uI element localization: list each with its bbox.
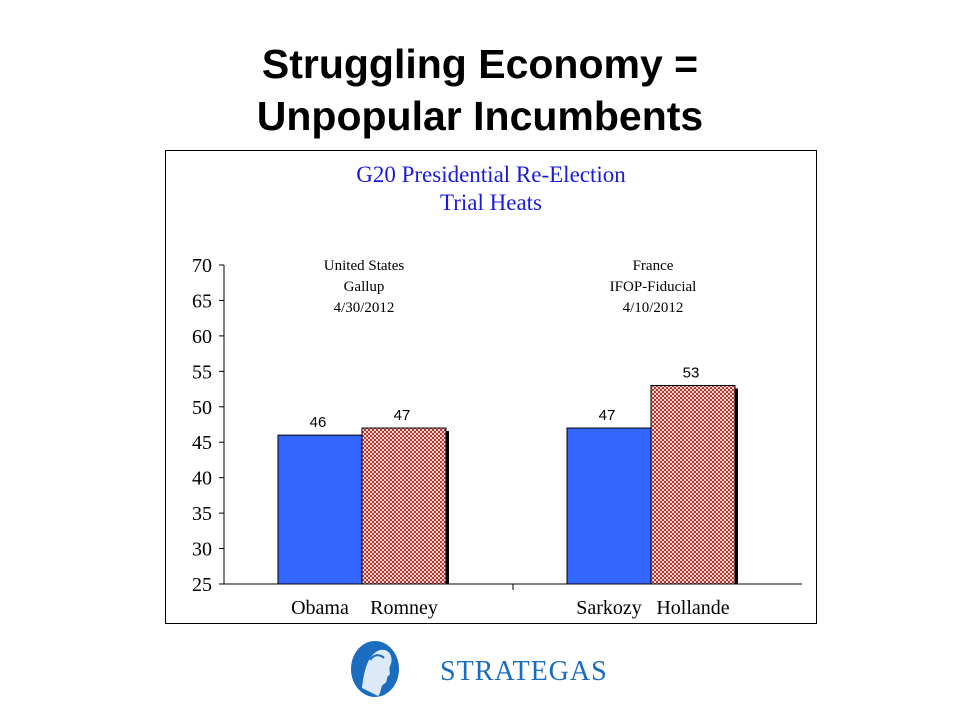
x-category-label: Hollande: [656, 597, 729, 619]
bar-romney: [361, 427, 447, 585]
chart-title-line-2: Trial Heats: [440, 190, 542, 215]
brand-name: STRATEGAS: [440, 656, 608, 687]
bar-hollande: [650, 385, 736, 585]
x-category-label: Romney: [370, 597, 438, 619]
slide-title-line-2: Unpopular Incumbents: [256, 93, 704, 139]
footer-logo: STRATEGAS: [350, 640, 610, 709]
group-annotation-line: United States: [324, 258, 405, 274]
group-annotation-line: 4/10/2012: [623, 300, 684, 316]
bar-value-label: 47: [394, 407, 411, 424]
y-tick-label: 55: [192, 361, 212, 383]
bar-obama: [277, 434, 363, 585]
y-tick-label: 45: [192, 432, 212, 454]
chart-title-line-1: G20 Presidential Re-Election: [356, 162, 626, 187]
slide-title-line-1: Struggling Economy =: [261, 41, 699, 87]
group-annotation-line: IFOP-Fiducial: [610, 279, 697, 295]
y-tick-label: 65: [192, 290, 212, 312]
group-annotation-line: Gallup: [344, 279, 385, 295]
bar-value-label: 46: [310, 414, 327, 431]
bar-sarkozy: [566, 427, 652, 585]
y-tick-label: 35: [192, 503, 212, 525]
y-tick-label: 70: [192, 255, 212, 277]
bar-value-label: 47: [599, 407, 616, 424]
y-tick-label: 60: [192, 326, 212, 348]
slide-title: Struggling Economy = Unpopular Incumbent…: [0, 38, 960, 142]
profile-head-emblem-icon: [351, 641, 399, 697]
y-tick-label: 25: [192, 574, 212, 596]
bar-chart: G20 Presidential Re-Election Trial Heats…: [192, 162, 802, 619]
chart-plot-area: 25 30 35 40 45 50 55 60 65 70 United States Gallup 4…: [192, 255, 802, 619]
y-tick-label: 50: [192, 397, 212, 419]
bar-value-label: 53: [683, 365, 700, 382]
x-category-label: Obama: [291, 597, 349, 619]
x-category-label: Sarkozy: [576, 597, 642, 619]
group-annotation-line: France: [633, 258, 674, 274]
y-tick-label: 40: [192, 468, 212, 490]
y-tick-label: 30: [192, 539, 212, 561]
chart-frame: G20 Presidential Re-Election Trial Heats…: [165, 150, 817, 624]
group-annotation-line: 4/30/2012: [334, 300, 395, 316]
